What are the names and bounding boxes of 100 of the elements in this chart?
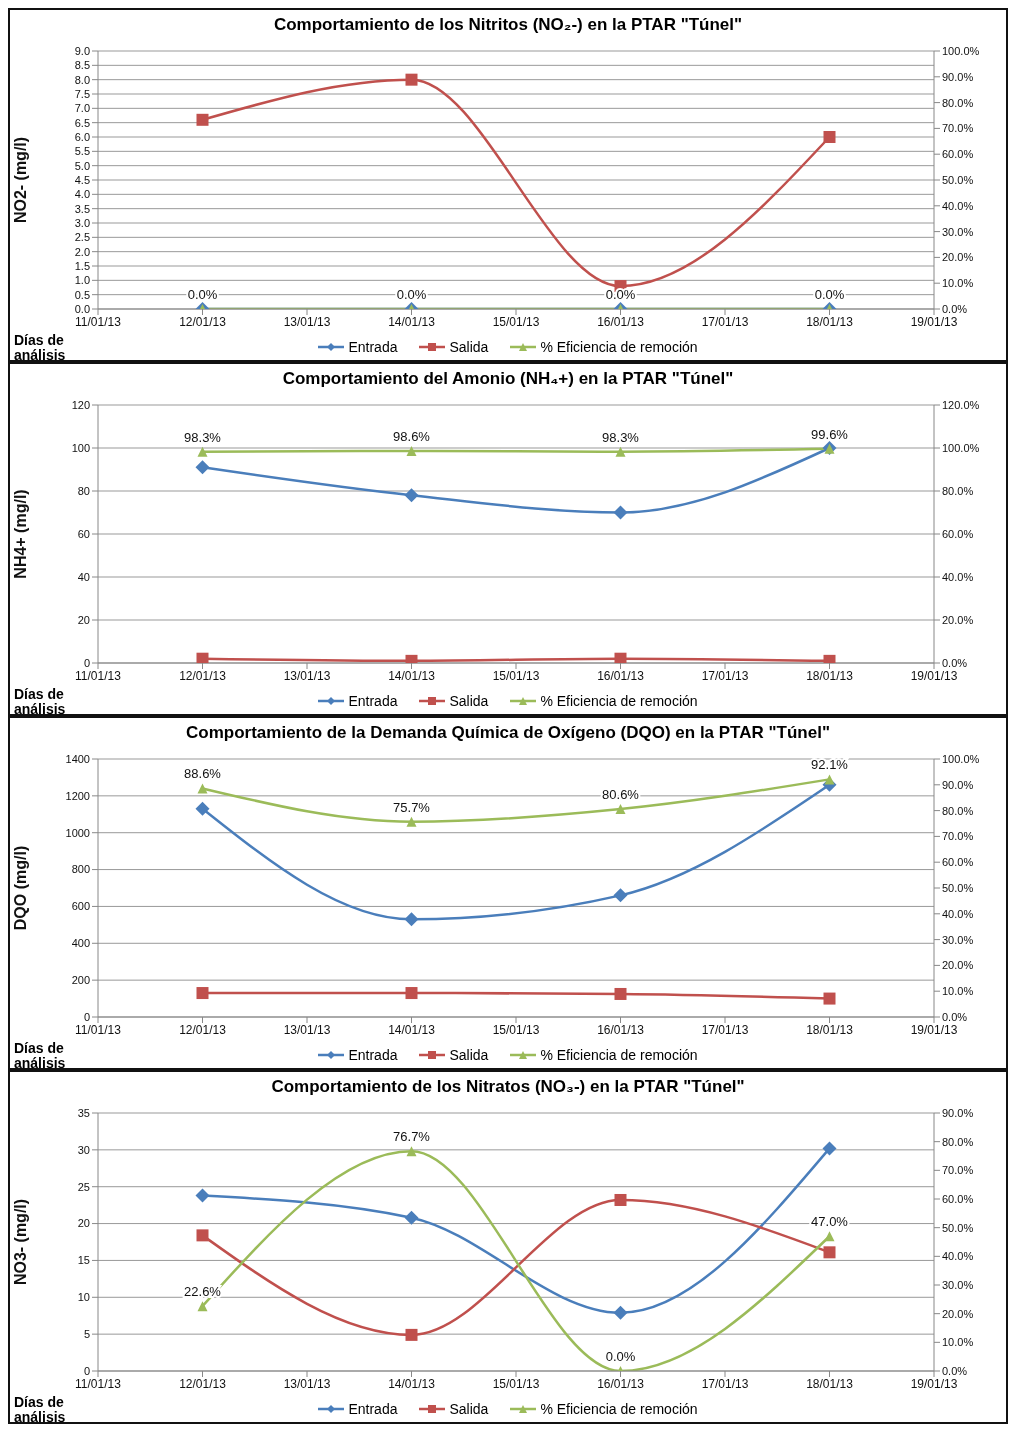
y-tick-label: 6.5 — [74, 116, 90, 129]
x-tick-label: 15/01/13 — [492, 1022, 540, 1037]
y-tick-label: 4.5 — [74, 173, 90, 186]
y2-tick-label: 60.0% — [942, 856, 974, 869]
y2-tick-label: 80.0% — [942, 484, 974, 497]
y2-tick-label: 20.0% — [942, 613, 974, 626]
data-label: 0.0% — [396, 287, 427, 302]
y2-tick-label: 30.0% — [942, 933, 974, 946]
y-tick-label: 9.0 — [74, 44, 90, 57]
point — [197, 783, 208, 794]
x-tick-label: 11/01/13 — [75, 668, 122, 683]
y-tick-label: 1.0 — [74, 274, 90, 287]
x-tick-label: 11/01/13 — [75, 1376, 122, 1391]
y2-tick-label: 50.0% — [942, 881, 974, 894]
y-axis-title: DQO (mg/l) — [11, 845, 29, 931]
y-tick-label: 0.5 — [74, 288, 90, 301]
point — [614, 652, 627, 663]
legend-label: % Eficiencia de remoción — [539, 693, 698, 709]
point — [824, 1231, 835, 1242]
point — [196, 987, 209, 1000]
y2-tick-label: 30.0% — [942, 1278, 974, 1291]
point — [404, 912, 419, 927]
y-tick-label: 1400 — [65, 752, 90, 765]
point — [405, 987, 418, 1000]
y-tick-label: 4.0 — [74, 188, 90, 201]
y-tick-label: 40 — [77, 570, 90, 583]
point — [196, 652, 209, 663]
y-tick-label: 60 — [77, 527, 90, 540]
y-axis-title: NO3- (mg/l) — [11, 1198, 29, 1286]
y2-tick-label: 10.0% — [942, 1336, 974, 1349]
legend-label: Entrada — [347, 1047, 398, 1063]
x-tick-label: 12/01/13 — [179, 314, 227, 329]
chart-title: Comportamiento de los Nitritos (NO₂-) en la PTAR "Túnel" — [272, 14, 744, 36]
x-tick-label: 18/01/13 — [806, 1022, 854, 1037]
y2-tick-label: 100.0% — [942, 441, 980, 454]
point — [613, 505, 628, 520]
y-tick-label: 400 — [71, 937, 90, 950]
y-tick-label: 80 — [77, 484, 90, 497]
y-tick-label: 7.0 — [74, 102, 90, 115]
x-axis-title: Días de análisis — [14, 1040, 67, 1070]
point — [615, 804, 626, 815]
x-tick-label: 17/01/13 — [701, 1376, 749, 1391]
x-tick-label: 19/01/13 — [910, 1022, 958, 1037]
y-tick-label: 3.0 — [74, 216, 90, 229]
point — [823, 131, 836, 143]
y2-tick-label: 80.0% — [942, 1135, 974, 1148]
y-tick-label: 10 — [77, 1291, 90, 1304]
y2-tick-label: 40.0% — [942, 570, 974, 583]
x-axis-title: Días de análisis — [14, 686, 67, 716]
data-label: 75.7% — [393, 799, 431, 815]
y2-tick-label: 20.0% — [942, 1307, 974, 1320]
legend-label: Entrada — [347, 1401, 398, 1417]
point — [197, 1301, 208, 1312]
x-tick-label: 19/01/13 — [910, 668, 958, 683]
data-label: 99.6% — [811, 426, 849, 442]
y-tick-label: 2.5 — [74, 231, 90, 244]
x-tick-label: 14/01/13 — [388, 668, 436, 683]
data-label: 98.3% — [184, 429, 222, 445]
point — [195, 460, 210, 475]
x-tick-label: 18/01/13 — [806, 1376, 854, 1391]
y-tick-label: 5.0 — [74, 159, 90, 172]
y-tick-label: 120 — [71, 398, 90, 411]
data-label: 0.0% — [814, 287, 845, 302]
point — [823, 1246, 836, 1259]
point — [406, 816, 417, 827]
data-label: 76.7% — [393, 1129, 431, 1145]
x-tick-label: 14/01/13 — [388, 1022, 436, 1037]
y2-tick-label: 90.0% — [942, 778, 974, 791]
y2-tick-label: 70.0% — [942, 122, 974, 135]
y2-tick-label: 90.0% — [942, 70, 974, 83]
chart-title: Comportamiento de los Nitratos (NO₃-) en la PTAR "Túnel" — [270, 1076, 746, 1098]
y-tick-label: 1000 — [65, 826, 90, 839]
y2-tick-label: 0.0% — [942, 302, 968, 315]
point — [613, 1305, 628, 1320]
y2-tick-label: 30.0% — [942, 225, 974, 238]
legend-label: % Eficiencia de remoción — [539, 339, 698, 355]
y-tick-label: 25 — [77, 1180, 90, 1193]
x-tick-label: 18/01/13 — [806, 668, 854, 683]
x-tick-label: 16/01/13 — [597, 668, 645, 683]
x-tick-label: 12/01/13 — [179, 1022, 227, 1037]
y-tick-label: 0.0 — [74, 302, 90, 315]
chart-title: Comportamiento de la Demanda Química de Oxígeno (DQO) en la PTAR "Túnel" — [185, 722, 831, 744]
legend-label: % Eficiencia de remoción — [539, 1047, 698, 1063]
y2-tick-label: 50.0% — [942, 173, 974, 186]
y-tick-label: 20 — [77, 1217, 90, 1230]
y-tick-label: 1200 — [65, 789, 90, 802]
legend-label: Salida — [448, 339, 489, 355]
y2-tick-label: 10.0% — [942, 985, 974, 998]
y-tick-label: 15 — [77, 1254, 90, 1267]
x-tick-label: 16/01/13 — [597, 1022, 645, 1037]
legend-label: Salida — [448, 1401, 489, 1417]
y2-tick-label: 80.0% — [942, 96, 974, 109]
x-tick-label: 16/01/13 — [597, 1376, 645, 1391]
y-tick-label: 0 — [83, 656, 90, 669]
data-label: 47.0% — [811, 1214, 849, 1230]
data-label: 0.0% — [605, 287, 636, 302]
point — [614, 987, 627, 1000]
x-tick-label: 18/01/13 — [806, 314, 854, 329]
y2-tick-label: 50.0% — [942, 1221, 974, 1234]
x-tick-label: 14/01/13 — [388, 1376, 436, 1391]
